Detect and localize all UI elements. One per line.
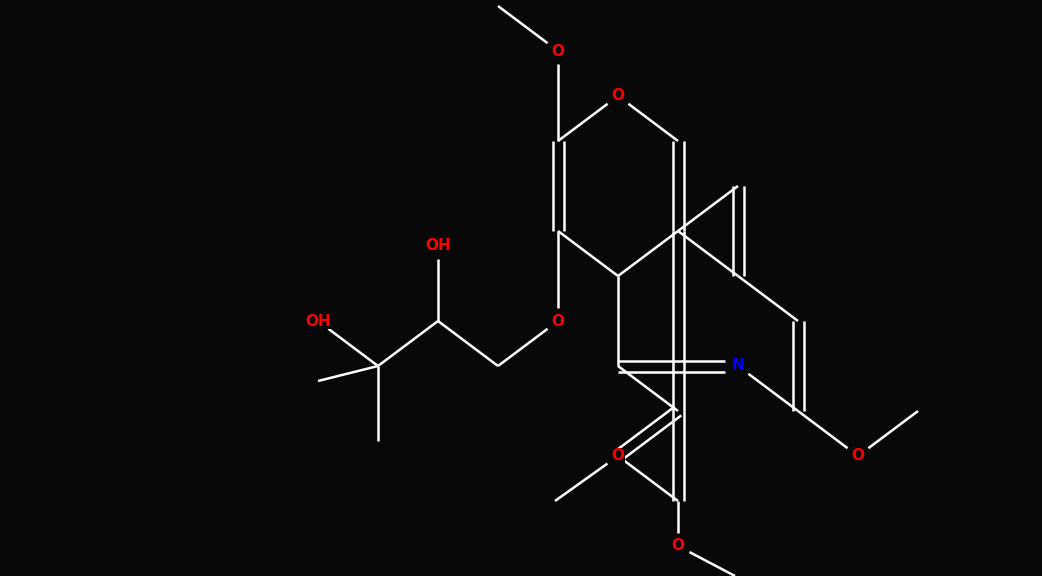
Text: O: O bbox=[671, 539, 685, 554]
Text: O: O bbox=[851, 449, 865, 464]
Text: OH: OH bbox=[305, 313, 331, 328]
Text: O: O bbox=[551, 44, 565, 59]
Text: O: O bbox=[612, 89, 624, 104]
Text: O: O bbox=[551, 313, 565, 328]
Text: N: N bbox=[731, 358, 744, 373]
Text: O: O bbox=[612, 449, 624, 464]
Text: OH: OH bbox=[425, 238, 451, 253]
